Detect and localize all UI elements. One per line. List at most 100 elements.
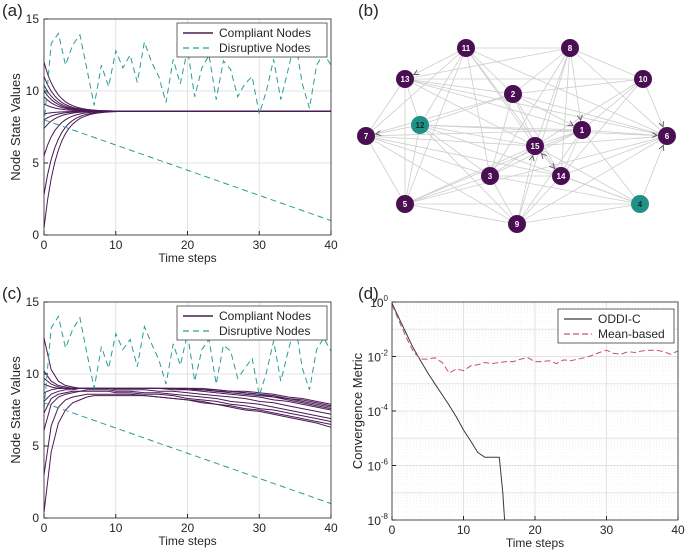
compliant-node-line: [43, 389, 332, 420]
y-tick-label: 15: [26, 295, 40, 309]
graph-edge-arrow: [528, 154, 535, 162]
x-tick-label: 40: [671, 523, 685, 537]
node-label: 12: [416, 121, 425, 130]
compliant-node-circle: [634, 70, 652, 88]
panel-label-a: (a): [2, 1, 23, 20]
oddi-c-line: [392, 302, 506, 520]
compliant-node-circle: [481, 167, 499, 185]
graph-edge: [365, 135, 562, 177]
graph-edge: [404, 203, 518, 225]
y-tick-label: 100: [370, 294, 388, 310]
legend-label-compliant: Compliant Nodes: [219, 309, 311, 323]
node-label: 11: [462, 44, 471, 53]
chart-panel-d: 0 10 20 30 40 100 10-2 10-4 10-6 10-8 Time steps Co…: [350, 294, 685, 550]
node-label: 1: [580, 126, 585, 135]
graph-edge: [560, 135, 668, 177]
compliant-node-circle: [573, 121, 591, 139]
node-label: 14: [557, 172, 566, 181]
graph-edge-arrow: [577, 114, 583, 122]
y-tick-label: 5: [32, 156, 39, 170]
y-tick-label: 0: [32, 228, 39, 242]
x-tick-label: 40: [324, 238, 338, 252]
graph-edge: [516, 145, 536, 225]
graph-edge-arrow: [651, 132, 659, 138]
graph-edge: [534, 47, 571, 147]
graph-edge: [404, 78, 536, 147]
x-tick-label: 0: [389, 523, 396, 537]
graph-edge: [419, 124, 518, 225]
graph-edge: [639, 135, 668, 205]
graph-edge: [516, 175, 562, 225]
legend-label-compliant: Compliant Nodes: [219, 26, 311, 40]
x-tick-label: 20: [528, 523, 542, 537]
graph-edge: [365, 93, 514, 137]
graph-edge: [512, 93, 583, 131]
x-tick-label: 10: [457, 523, 471, 537]
x-tick-label: 0: [41, 238, 48, 252]
compliant-node-line: [43, 387, 332, 415]
graph-edge: [512, 93, 536, 147]
chart-panel-a: 0 10 20 30 40 0 5 10 15 Time steps Node State Valu…: [8, 12, 338, 265]
x-axis-label: Time steps: [506, 536, 564, 550]
legend-label-mean-based: Mean-based: [598, 327, 665, 341]
graph-edge-arrow: [567, 120, 574, 126]
node-label: 5: [403, 200, 408, 209]
node-label: 8: [568, 44, 573, 53]
compliant-node-circle: [396, 70, 414, 88]
graph-edge: [365, 135, 406, 205]
compliant-node-line: [43, 62, 331, 112]
x-tick-label: 10: [109, 521, 123, 535]
graph-edge: [419, 47, 467, 126]
legend-box: [557, 308, 675, 344]
graph-edge-arrow: [374, 130, 382, 136]
graph-edge: [560, 175, 641, 205]
graph-edge: [489, 175, 641, 205]
series-group: [392, 302, 678, 520]
panel-label-b: (b): [358, 1, 379, 20]
graph-edge: [534, 145, 641, 205]
graph-edge: [489, 145, 536, 177]
compliant-node-line: [43, 393, 332, 475]
graph-edge: [419, 93, 514, 126]
graph-edge-arrow: [413, 69, 420, 75]
x-tick-label: 20: [181, 521, 195, 535]
y-tick-label: 5: [32, 439, 39, 453]
compliant-node-circle: [357, 127, 375, 145]
graph-edge: [569, 47, 583, 131]
x-axis-label: Time steps: [158, 534, 216, 548]
graph-edge: [569, 47, 644, 80]
mean-based-line: [392, 304, 678, 374]
y-tick-label: 0: [32, 511, 39, 525]
compliant-node-circle: [561, 39, 579, 57]
node-label: 3: [488, 172, 493, 181]
graph-edge: [512, 93, 562, 177]
graph-edge: [560, 47, 571, 177]
graph-edge: [404, 135, 668, 205]
compliant-node-circle: [457, 39, 475, 57]
graph-edge-arrow: [658, 121, 664, 128]
graph-edge: [516, 135, 668, 225]
compliant-node-circle: [504, 85, 522, 103]
graph-edge: [404, 175, 491, 205]
compliant-node-circle: [552, 167, 570, 185]
graph-edge: [404, 129, 583, 205]
node-label: 13: [401, 75, 410, 84]
graph-edge: [419, 124, 536, 147]
chart-panel-c: 0 10 20 30 40 0 5 10 15 Time steps Node State Valu…: [8, 295, 338, 548]
graph-edge: [404, 78, 583, 131]
y-tick-label: 10-2: [368, 349, 389, 365]
node-label: 10: [639, 75, 648, 84]
disruptive-node-circle: [411, 116, 429, 134]
disruptive-node-circle: [631, 195, 649, 213]
graph-edge: [534, 78, 644, 147]
legend-box: [176, 305, 328, 341]
x-tick-label: 40: [324, 521, 338, 535]
compliant-node-circle: [658, 127, 676, 145]
graph-edge: [534, 135, 668, 147]
disruptive-node-line: [43, 402, 332, 505]
node-label: 7: [364, 132, 369, 141]
y-tick-label: 10: [26, 84, 40, 98]
y-axis-label: Convergence Metric: [350, 352, 365, 469]
